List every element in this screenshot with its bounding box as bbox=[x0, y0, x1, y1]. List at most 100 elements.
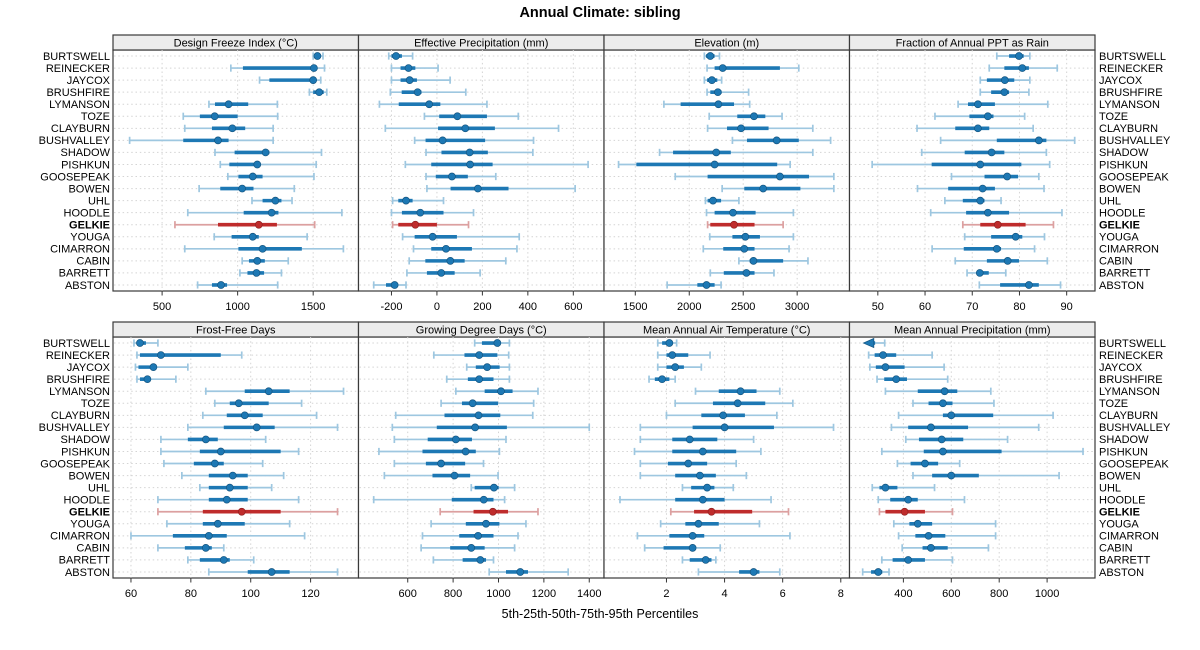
station-label-right-bushvalley: BUSHVALLEY bbox=[1099, 422, 1171, 434]
station-label-right-youga: YOUGA bbox=[1099, 232, 1139, 244]
median-dot bbox=[881, 363, 890, 371]
station-label-left-lymanson: LYMANSON bbox=[49, 386, 110, 398]
median-dot bbox=[927, 544, 935, 552]
station-label-right-reinecker: REINECKER bbox=[1099, 63, 1163, 75]
median-dot bbox=[749, 568, 758, 576]
median-dot bbox=[210, 112, 219, 121]
station-label-left-gelkie: GELKIE bbox=[69, 220, 110, 232]
median-dot bbox=[437, 459, 445, 468]
median-dot bbox=[405, 76, 414, 84]
panel-strip-title: Mean Annual Precipitation (mm) bbox=[894, 325, 1051, 337]
station-label-right-hoodle: HOODLE bbox=[1099, 494, 1145, 506]
median-dot bbox=[759, 184, 768, 193]
station-label-right-clayburn: CLAYBURN bbox=[1099, 123, 1158, 135]
median-dot bbox=[453, 112, 462, 121]
median-dot bbox=[714, 100, 723, 109]
median-dot bbox=[468, 399, 477, 408]
median-dot bbox=[1003, 257, 1012, 265]
median-dot bbox=[742, 269, 751, 277]
median-dot bbox=[461, 124, 470, 133]
station-label-left-pishkun: PISHKUN bbox=[61, 159, 110, 171]
median-dot bbox=[772, 136, 781, 145]
station-label-left-barrett: BARRETT bbox=[59, 268, 111, 280]
median-dot bbox=[913, 519, 922, 528]
median-dot bbox=[736, 387, 745, 396]
median-dot bbox=[983, 208, 992, 217]
median-dot bbox=[927, 423, 935, 432]
median-dot bbox=[740, 244, 749, 253]
station-label-right-bowen: BOWEN bbox=[1099, 183, 1141, 195]
median-dot bbox=[1015, 52, 1023, 60]
panel-strip-title: Effective Precipitation (mm) bbox=[414, 38, 548, 50]
station-label-left-bowen: BOWEN bbox=[68, 470, 110, 482]
axis-tick-label: 400 bbox=[894, 588, 912, 600]
axis-tick-label: 1000 bbox=[225, 301, 249, 313]
station-label-right-gelkie: GELKIE bbox=[1099, 507, 1140, 519]
median-dot bbox=[940, 387, 949, 396]
panel-area bbox=[112, 49, 360, 292]
median-dot bbox=[404, 64, 413, 72]
station-label-right-jaycox: JAYCOX bbox=[1099, 362, 1143, 374]
panel-area bbox=[603, 336, 851, 579]
median-dot bbox=[479, 495, 488, 504]
axis-tick-label: 1000 bbox=[486, 588, 510, 600]
median-dot bbox=[222, 495, 231, 504]
axis-tick-label: 600 bbox=[399, 588, 417, 600]
axis-tick-label: 50 bbox=[872, 301, 884, 313]
median-dot bbox=[1000, 76, 1009, 84]
median-dot bbox=[253, 257, 262, 265]
median-dot bbox=[437, 269, 446, 277]
axis-tick-label: 4 bbox=[722, 588, 728, 600]
median-dot bbox=[240, 411, 249, 420]
axis-tick-label: 100 bbox=[242, 588, 260, 600]
median-dot bbox=[947, 411, 956, 420]
station-label-right-uhl: UHL bbox=[1099, 482, 1121, 494]
station-label-right-shadow: SHADOW bbox=[1099, 434, 1149, 446]
station-label-right-shadow: SHADOW bbox=[1099, 147, 1149, 159]
axis-tick-label: 1500 bbox=[301, 301, 325, 313]
axis-tick-label: 3000 bbox=[785, 301, 809, 313]
median-dot bbox=[442, 244, 450, 253]
panel-strip-title: Fraction of Annual PPT as Rain bbox=[896, 38, 1049, 50]
median-dot bbox=[310, 64, 318, 72]
station-label-left-abston: ABSTON bbox=[65, 280, 110, 292]
station-label-left-cabin: CABIN bbox=[76, 543, 110, 555]
panel-strip bbox=[848, 321, 1096, 338]
median-dot bbox=[720, 423, 729, 432]
figure-caption: 5th-25th-50th-75th-95th Percentiles bbox=[501, 607, 699, 621]
station-label-left-uhl: UHL bbox=[88, 482, 110, 494]
median-dot bbox=[252, 423, 261, 432]
median-dot bbox=[149, 363, 158, 371]
median-dot bbox=[1034, 136, 1043, 145]
station-label-right-abston: ABSTON bbox=[1099, 567, 1144, 579]
station-label-right-reinecker: REINECKER bbox=[1099, 350, 1163, 362]
station-label-left-goosepeak: GOOSEPEAK bbox=[40, 171, 110, 183]
station-label-left-shadow: SHADOW bbox=[61, 434, 111, 446]
median-dot bbox=[214, 136, 222, 145]
median-dot bbox=[1000, 88, 1009, 97]
station-label-left-lymanson: LYMANSON bbox=[49, 99, 110, 111]
median-dot bbox=[488, 507, 497, 516]
panel-area bbox=[603, 49, 851, 292]
median-dot bbox=[392, 52, 400, 60]
median-dot bbox=[701, 556, 710, 564]
median-dot bbox=[465, 148, 474, 157]
median-dot bbox=[451, 435, 460, 444]
median-dot bbox=[402, 196, 410, 205]
axis-tick-label: -200 bbox=[380, 301, 402, 313]
axis-tick-label: 120 bbox=[301, 588, 319, 600]
median-dot bbox=[461, 447, 470, 456]
median-dot bbox=[668, 351, 677, 359]
median-dot bbox=[254, 220, 263, 229]
median-dot bbox=[696, 471, 704, 480]
panel-strip-title: Mean Annual Air Temperature (°C) bbox=[643, 325, 810, 337]
median-dot bbox=[315, 88, 324, 97]
median-dot bbox=[475, 375, 484, 384]
median-marker-triangle-left bbox=[862, 337, 875, 349]
station-label-right-bushvalley: BUSHVALLEY bbox=[1099, 135, 1171, 147]
station-label-right-jaycox: JAYCOX bbox=[1099, 75, 1143, 87]
median-dot bbox=[224, 100, 233, 109]
median-dot bbox=[709, 196, 717, 205]
station-label-right-burtswell: BURTSWELL bbox=[1099, 51, 1166, 63]
median-dot bbox=[904, 556, 913, 564]
